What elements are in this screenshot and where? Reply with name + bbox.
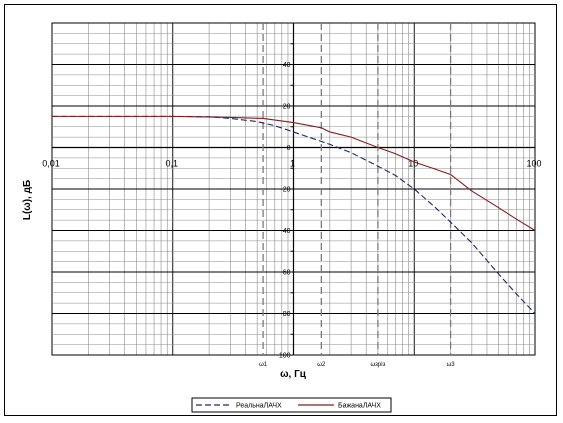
marker-label: ω2 (317, 362, 326, 368)
x-tick-label: 0,01 (42, 159, 60, 169)
series-line-1 (52, 115, 536, 231)
legend-box (191, 397, 392, 413)
y-tick-label: 20 (283, 104, 291, 111)
y-tick-label: 40 (283, 62, 291, 69)
grid (51, 22, 536, 356)
frequency-markers: ω1 ω2 ωзріз ω3 (259, 23, 455, 368)
legend: РеальнаЛАЧХ БажанаЛАЧХ (191, 397, 392, 413)
marker-label: ω1 (259, 362, 268, 368)
legend-label-desired: БажанаЛАЧХ (338, 403, 381, 410)
y-tick-label: -40 (280, 228, 290, 235)
y-axis-label: L(ω), дБ (22, 180, 33, 220)
x-axis-label: ω, Гц (280, 369, 307, 380)
marker-label: ω3 (447, 362, 456, 368)
y-tick-label: -100 (276, 353, 290, 360)
y-tick-label: -20 (280, 187, 290, 194)
series-lines (52, 115, 536, 314)
y-tick-label: -80 (280, 311, 290, 318)
y-tick-labels: 40 20 0 -20 -40 -60 -80 -100 (276, 62, 290, 360)
legend-label-real: РеальнаЛАЧХ (236, 403, 282, 410)
x-tick-label: 1 (290, 159, 295, 169)
x-tick-label: 100 (526, 159, 541, 169)
y-tick-label: -60 (280, 270, 290, 277)
y-tick-label: 0 (287, 145, 291, 152)
x-tick-labels: 0,01 0,1 1 10 100 (42, 159, 541, 169)
x-tick-label: 0,1 (165, 159, 178, 169)
x-tick-label: 10 (408, 159, 418, 169)
marker-label: ωзріз (370, 362, 385, 368)
